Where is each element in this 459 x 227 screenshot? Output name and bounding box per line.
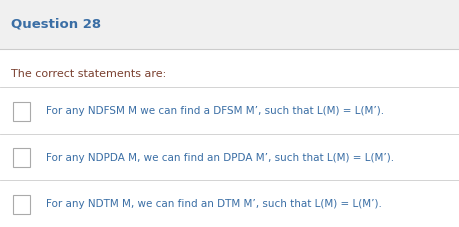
Text: Question 28: Question 28 [11, 18, 101, 31]
FancyBboxPatch shape [13, 101, 30, 121]
Text: For any NDPDA M, we can find an DPDA M’, such that L(M) = L(M’).: For any NDPDA M, we can find an DPDA M’,… [46, 153, 394, 163]
Bar [0, 0, 459, 49]
Text: For any NDFSM M we can find a DFSM M’, such that L(M) = L(M’).: For any NDFSM M we can find a DFSM M’, s… [46, 106, 384, 116]
FancyBboxPatch shape [13, 148, 30, 167]
FancyBboxPatch shape [13, 195, 30, 214]
Text: For any NDTM M, we can find an DTM M’, such that L(M) = L(M’).: For any NDTM M, we can find an DTM M’, s… [46, 199, 382, 209]
Text: The correct statements are:: The correct statements are: [11, 69, 167, 79]
Bar [0, 49, 459, 227]
